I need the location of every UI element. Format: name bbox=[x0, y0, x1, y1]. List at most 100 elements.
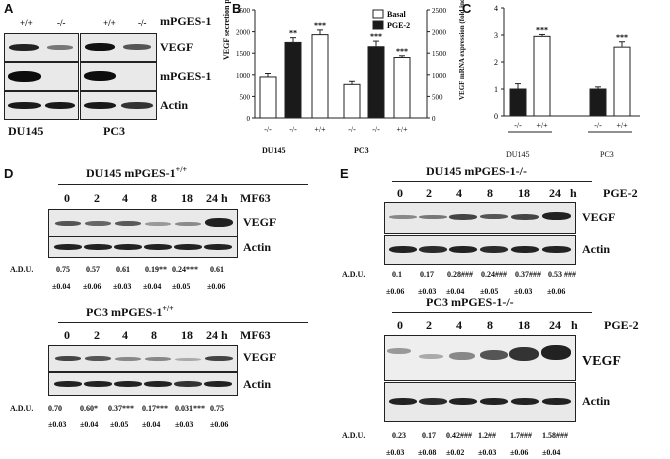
adu-value: 0.53 ### bbox=[548, 270, 576, 279]
d-du145-title: DU145 mPGES-1+/+ bbox=[86, 165, 188, 180]
adu-value: 0.1 bbox=[392, 270, 402, 279]
y2-tick-label: 0 bbox=[432, 115, 436, 123]
adu-error: ±0.04 bbox=[142, 420, 161, 429]
adu-error: ±0.03 bbox=[175, 420, 194, 429]
adu-error: ±0.04 bbox=[143, 282, 162, 291]
blot-pc3-mpges1 bbox=[80, 62, 157, 91]
adu-error: ±0.04 bbox=[52, 282, 71, 291]
e-row-label-actin: Actin bbox=[582, 242, 610, 256]
adu-error: ±0.03 bbox=[478, 448, 497, 457]
d-row-label-actin: Actin bbox=[243, 240, 271, 254]
legend-swatch bbox=[372, 9, 384, 19]
chart-b-group-du145: DU145 bbox=[262, 146, 286, 155]
d-row-label-vegf: VEGF bbox=[243, 215, 277, 229]
timepoint-label: 2 bbox=[94, 191, 100, 205]
adu-error: ±0.06 bbox=[207, 282, 226, 291]
adu-error: ±0.05 bbox=[172, 282, 191, 291]
e-pc3-treatment-label: PGE-2 bbox=[604, 318, 639, 332]
e-treatment-label: PGE-2 bbox=[603, 186, 638, 200]
timepoint-label: 8 bbox=[487, 318, 493, 332]
legend-swatch bbox=[372, 20, 384, 30]
adu-value: 0.24### bbox=[481, 270, 507, 279]
y-tick-label: 4 bbox=[494, 4, 498, 13]
e-pc3-row-label-actin: Actin bbox=[582, 394, 610, 408]
bar bbox=[311, 34, 329, 119]
bar bbox=[613, 46, 631, 117]
panel-label-a: A bbox=[4, 1, 14, 16]
chart-c-ylabel: VEGF mRNA expression (fold increase) bbox=[458, 0, 466, 100]
y-tick-label: 3 bbox=[494, 31, 498, 40]
adu-error: ±0.03 bbox=[514, 287, 533, 296]
adu-value: 0.57 bbox=[86, 265, 100, 274]
x-tick-label: +/+ bbox=[616, 121, 628, 130]
d-pc3-row-label-vegf: VEGF bbox=[243, 350, 277, 364]
timepoint-label: 8 bbox=[487, 186, 493, 200]
timepoint-label: 24 h bbox=[206, 191, 228, 205]
y-tick-label: 2000 bbox=[236, 29, 251, 37]
d-du145-adu-label: A.D.U. bbox=[10, 265, 34, 274]
e-row-label-vegf: VEGF bbox=[582, 210, 616, 224]
genotype-header: -/- bbox=[138, 18, 147, 28]
adu-value: 0.17 bbox=[420, 270, 434, 279]
adu-error: ±0.06 bbox=[510, 448, 529, 457]
y2-tick-label: 2000 bbox=[432, 29, 447, 37]
significance-label: *** bbox=[616, 33, 628, 42]
y2-tick-label: 1500 bbox=[432, 50, 447, 58]
x-tick-label: -/- bbox=[514, 121, 522, 130]
timepoint-label: 24 bbox=[549, 186, 561, 200]
genotype-header: +/+ bbox=[103, 18, 116, 28]
timepoint-label: 18 bbox=[181, 328, 193, 342]
adu-error: ±0.06 bbox=[83, 282, 102, 291]
adu-value: 1.7### bbox=[510, 431, 532, 440]
timepoint-label: h bbox=[571, 318, 578, 332]
blot-d-pc3-actin bbox=[48, 372, 238, 396]
d-du145-divider bbox=[58, 184, 308, 185]
timepoint-label: 0 bbox=[397, 318, 403, 332]
timepoint-label: 8 bbox=[151, 328, 157, 342]
significance-label: *** bbox=[396, 47, 408, 56]
significance-label: *** bbox=[536, 25, 548, 34]
x-tick-label: +/+ bbox=[396, 125, 408, 134]
adu-value: 0.70 bbox=[48, 404, 62, 413]
timepoint-label: 2 bbox=[426, 186, 432, 200]
adu-error: ±0.04 bbox=[446, 287, 465, 296]
chart-b: 0 0 500 500 1000 1000 1500 1500 2000 2000 2500 2500… bbox=[236, 7, 447, 134]
d-treatment-label: MF63 bbox=[240, 191, 271, 205]
timepoint-label: 0 bbox=[64, 328, 70, 342]
y2-tick-label: 2500 bbox=[432, 7, 447, 15]
blot-e-pc3-vegf bbox=[384, 335, 576, 381]
timepoint-label: 24 bbox=[549, 318, 561, 332]
e-du145-title: DU145 mPGES-1-/- bbox=[426, 164, 527, 178]
timepoint-label: 18 bbox=[181, 191, 193, 205]
x-tick-label: +/+ bbox=[536, 121, 548, 130]
x-tick-label: -/- bbox=[289, 125, 297, 134]
adu-value: 0.23 bbox=[392, 431, 406, 440]
cell-line-du145: DU145 bbox=[8, 124, 44, 138]
bar bbox=[509, 88, 527, 117]
adu-error: ±0.03 bbox=[386, 448, 405, 457]
adu-value: 0.61 bbox=[210, 265, 224, 274]
adu-error: ±0.03 bbox=[113, 282, 132, 291]
chart-c-group-du145: DU145 bbox=[506, 150, 530, 159]
adu-value: 0.61 bbox=[116, 265, 130, 274]
blot-d-du145-actin bbox=[48, 236, 238, 258]
adu-error: ±0.06 bbox=[547, 287, 566, 296]
adu-error: ±0.03 bbox=[48, 420, 67, 429]
adu-error: ±0.04 bbox=[542, 448, 561, 457]
panel-label-d: D bbox=[4, 166, 14, 181]
adu-error: ±0.05 bbox=[110, 420, 129, 429]
y-tick-label: 0 bbox=[247, 115, 251, 123]
blot-du145-vegf bbox=[4, 33, 79, 62]
bar bbox=[343, 83, 361, 119]
timepoint-label: 4 bbox=[122, 191, 128, 205]
panel-label-b: B bbox=[232, 1, 242, 16]
d-pc3-adu-label: A.D.U. bbox=[10, 404, 34, 413]
adu-value: 0.17*** bbox=[142, 404, 168, 413]
timepoint-label: h bbox=[570, 186, 577, 200]
adu-value: 1.58### bbox=[542, 431, 568, 440]
adu-value: 1.2## bbox=[478, 431, 496, 440]
chart-c: 0 1 2 3 4 -/- *** +/+ -/- *** +/+ bbox=[494, 4, 640, 133]
legend-entry: Basal bbox=[387, 10, 406, 19]
adu-error: ±0.04 bbox=[80, 420, 99, 429]
